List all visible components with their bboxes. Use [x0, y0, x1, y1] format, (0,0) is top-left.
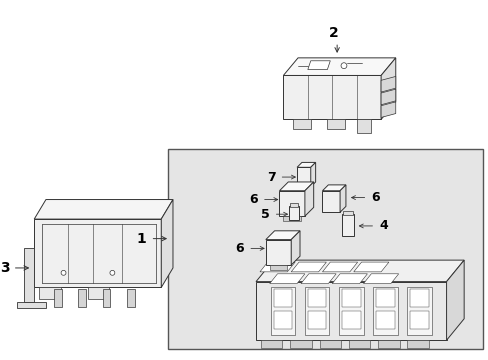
Bar	[341, 214, 353, 236]
Bar	[127, 289, 135, 307]
Bar	[279, 191, 304, 216]
Circle shape	[61, 270, 66, 275]
Bar	[256, 282, 446, 340]
Polygon shape	[283, 58, 395, 76]
Bar	[356, 120, 370, 133]
Polygon shape	[291, 262, 325, 272]
Bar	[283, 76, 380, 120]
Polygon shape	[446, 260, 463, 340]
Polygon shape	[331, 274, 366, 284]
Bar	[290, 203, 298, 207]
Text: 1: 1	[137, 231, 146, 246]
Bar	[270, 287, 295, 336]
Polygon shape	[380, 89, 395, 105]
Polygon shape	[322, 185, 345, 191]
Bar	[17, 302, 46, 308]
Bar	[409, 311, 428, 329]
Bar	[88, 288, 109, 299]
Bar	[297, 167, 310, 187]
Text: 2: 2	[328, 26, 338, 40]
Polygon shape	[322, 262, 357, 272]
Polygon shape	[380, 76, 395, 92]
Bar	[273, 289, 292, 307]
Bar	[375, 289, 394, 307]
Polygon shape	[380, 102, 395, 117]
Polygon shape	[291, 231, 299, 265]
Bar	[307, 311, 325, 329]
Text: 4: 4	[378, 220, 387, 233]
Bar	[319, 340, 340, 348]
Bar	[375, 311, 394, 329]
Bar	[372, 287, 397, 336]
Circle shape	[340, 63, 346, 69]
Bar	[342, 211, 352, 215]
Polygon shape	[161, 199, 173, 288]
Bar	[102, 289, 110, 307]
Text: 6: 6	[235, 242, 244, 255]
Bar	[283, 216, 300, 221]
Bar	[322, 191, 339, 212]
Bar	[39, 288, 61, 299]
Text: 6: 6	[370, 191, 379, 204]
Polygon shape	[339, 185, 345, 212]
Bar	[341, 289, 360, 307]
Polygon shape	[304, 182, 313, 216]
Polygon shape	[34, 199, 173, 219]
Polygon shape	[260, 262, 295, 272]
Bar	[78, 289, 86, 307]
Polygon shape	[363, 274, 398, 284]
Polygon shape	[256, 260, 463, 282]
Bar	[407, 287, 431, 336]
Bar	[348, 340, 369, 348]
Polygon shape	[307, 61, 329, 69]
Bar	[54, 289, 61, 307]
Bar	[168, 149, 482, 349]
Bar	[341, 311, 360, 329]
Bar	[293, 120, 310, 129]
Text: 6: 6	[249, 193, 258, 206]
Bar	[290, 340, 311, 348]
Bar	[269, 265, 287, 270]
Bar	[265, 240, 291, 265]
Bar	[407, 340, 428, 348]
Text: 3: 3	[0, 261, 10, 275]
Bar	[304, 287, 328, 336]
Polygon shape	[269, 274, 304, 284]
Text: 7: 7	[266, 171, 275, 184]
Polygon shape	[279, 182, 313, 191]
Bar	[409, 289, 428, 307]
Bar	[34, 219, 161, 288]
Text: 5: 5	[261, 208, 269, 221]
Polygon shape	[310, 162, 315, 187]
Bar	[289, 206, 299, 220]
Polygon shape	[265, 231, 299, 240]
Polygon shape	[380, 58, 395, 120]
Polygon shape	[353, 262, 388, 272]
Polygon shape	[300, 274, 335, 284]
Bar	[338, 287, 363, 336]
Circle shape	[110, 270, 115, 275]
Bar	[273, 311, 292, 329]
Bar	[377, 340, 399, 348]
Bar	[326, 120, 344, 129]
Bar	[307, 289, 325, 307]
Polygon shape	[24, 248, 34, 302]
Bar	[261, 340, 282, 348]
Polygon shape	[297, 162, 315, 167]
